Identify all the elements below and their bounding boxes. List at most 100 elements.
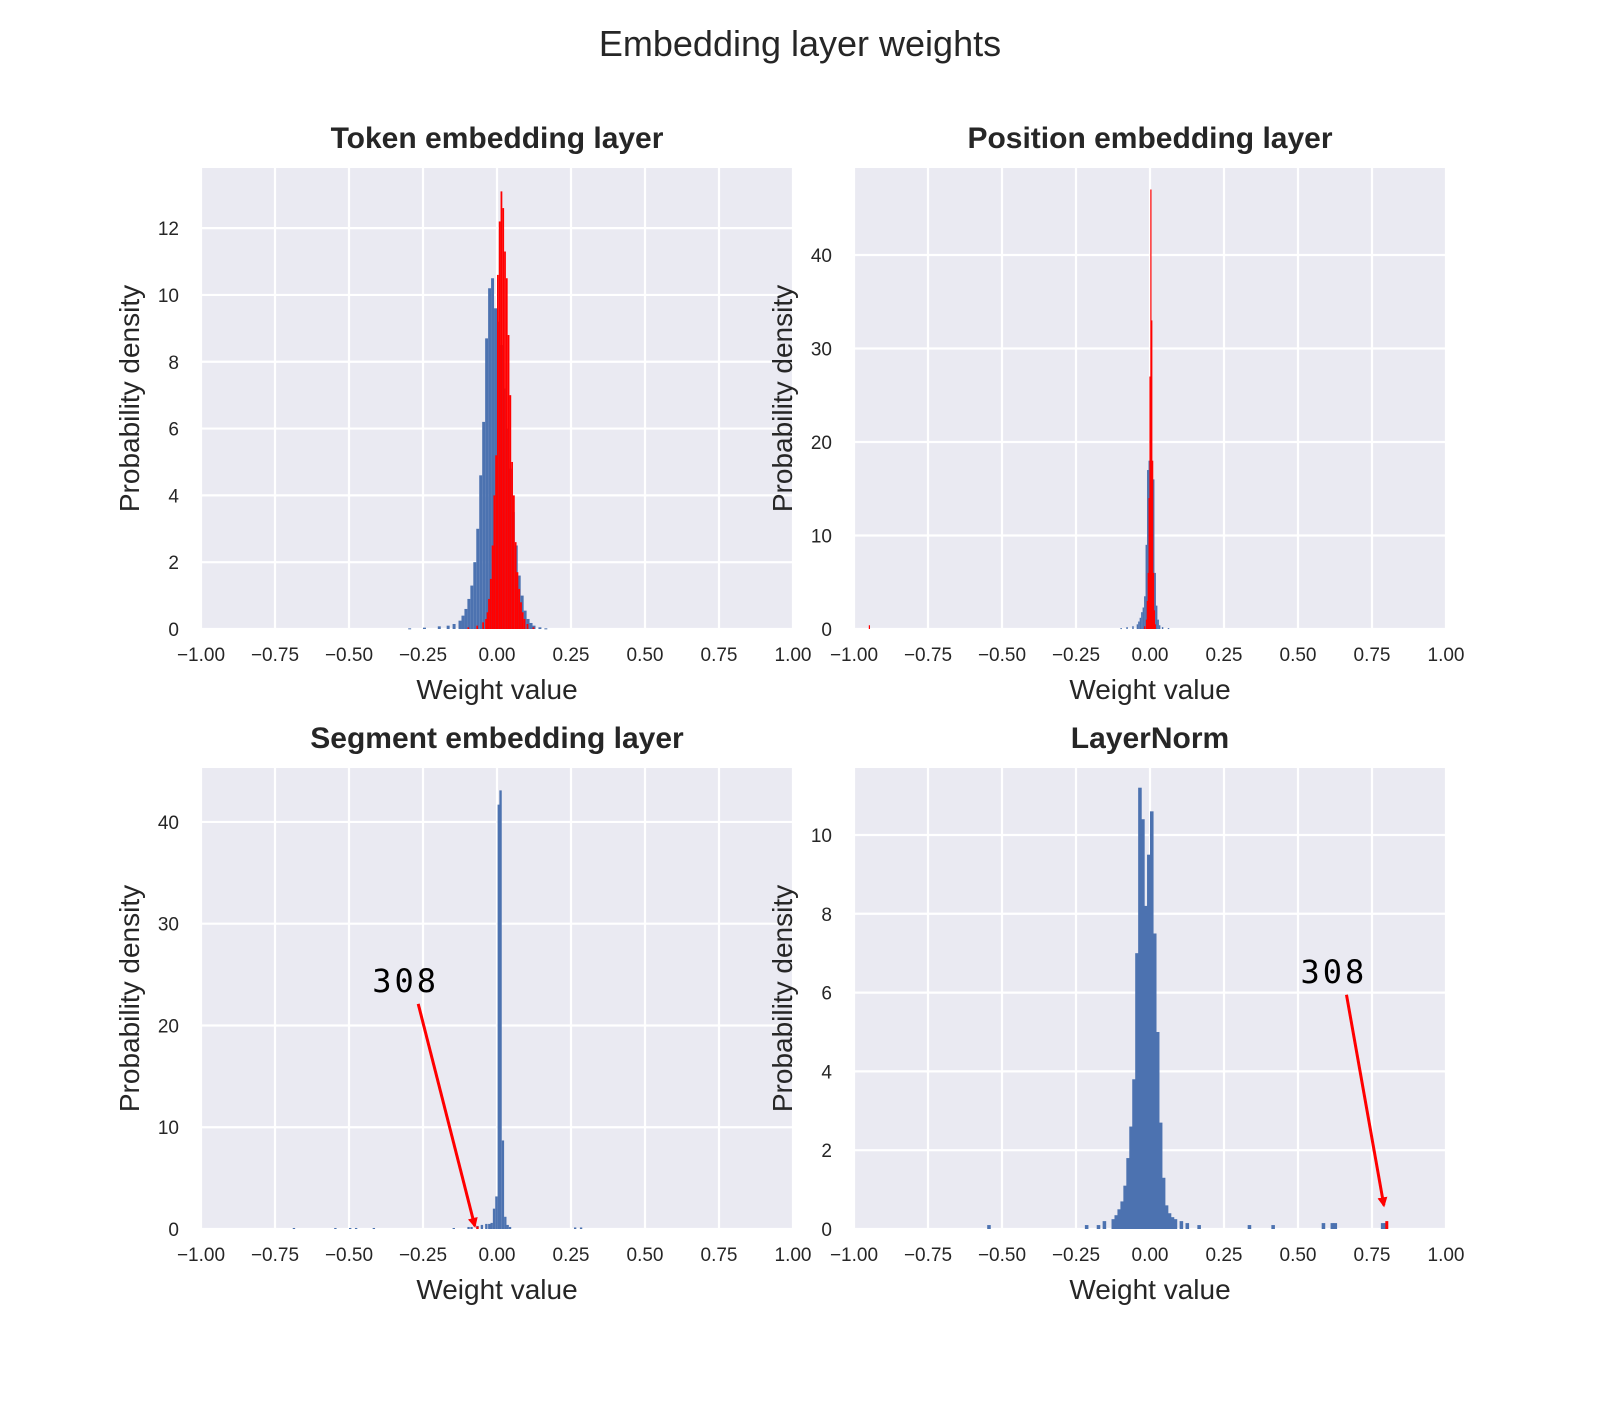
y-tick-label: 8 bbox=[168, 353, 179, 374]
x-tick-label: 0.00 bbox=[479, 645, 516, 666]
x-tick-label: 0.25 bbox=[553, 645, 590, 666]
x-tick-label: 0.75 bbox=[701, 645, 738, 666]
histogram-bar bbox=[1147, 572, 1149, 629]
histogram-bar bbox=[501, 1140, 505, 1229]
histogram-bar bbox=[1164, 1205, 1169, 1229]
histogram-bar bbox=[1157, 619, 1159, 629]
histogram-bar bbox=[514, 542, 517, 629]
histogram-bar bbox=[504, 1216, 507, 1229]
histogram-bar bbox=[1247, 1225, 1252, 1229]
histogram-bar bbox=[1161, 1177, 1166, 1229]
y-tick-label: 10 bbox=[158, 286, 179, 307]
y-axis-label: Probability density bbox=[767, 885, 798, 1112]
histogram-bar bbox=[1158, 625, 1161, 629]
x-tick-label: 0.50 bbox=[627, 645, 664, 666]
histogram-bar bbox=[491, 278, 495, 629]
histogram-bar bbox=[1146, 600, 1148, 629]
histogram-bar bbox=[509, 395, 512, 629]
histogram-bar bbox=[458, 620, 462, 629]
histogram-bar bbox=[464, 608, 468, 629]
x-axis-label: Weight value bbox=[416, 674, 577, 705]
histogram-bar bbox=[437, 626, 441, 629]
histogram-bar bbox=[1114, 1215, 1119, 1229]
histogram-bar bbox=[511, 461, 513, 629]
histogram-bar bbox=[470, 1226, 473, 1229]
histogram-bar bbox=[506, 1224, 509, 1229]
histogram-bar bbox=[476, 1226, 479, 1229]
histogram-bar bbox=[1129, 1126, 1133, 1229]
histogram-bar bbox=[523, 618, 526, 629]
histogram-bar bbox=[452, 1227, 455, 1229]
x-tick-label: −0.50 bbox=[978, 645, 1026, 666]
histogram-bar bbox=[488, 288, 492, 629]
y-tick-label: 2 bbox=[821, 1141, 832, 1162]
histogram-bar bbox=[497, 804, 500, 1229]
histogram-bar bbox=[1155, 605, 1158, 629]
histogram-bar bbox=[868, 625, 870, 629]
y-tick-label: 20 bbox=[158, 1016, 179, 1037]
series-red-position bbox=[868, 189, 1156, 630]
histogram-bar bbox=[1167, 1213, 1172, 1229]
histogram-bar bbox=[467, 598, 471, 629]
histogram-bar bbox=[573, 1227, 577, 1229]
y-tick-label: 2 bbox=[168, 553, 179, 574]
histogram-bar bbox=[492, 1208, 496, 1229]
x-axis-label: Weight value bbox=[416, 1274, 577, 1305]
annotation-label: 308 bbox=[372, 962, 439, 1000]
histogram-bar bbox=[1271, 1225, 1275, 1229]
histogram-bar bbox=[1154, 624, 1156, 629]
x-tick-label: −0.75 bbox=[904, 1245, 952, 1266]
histogram-bar bbox=[1150, 811, 1154, 1229]
histogram-bar bbox=[1120, 628, 1122, 630]
histogram-bar bbox=[518, 588, 521, 629]
histogram-bar bbox=[502, 208, 505, 629]
histogram-bar bbox=[507, 335, 510, 629]
y-tick-label: 40 bbox=[811, 246, 832, 267]
y-tick-label: 0 bbox=[821, 1220, 832, 1241]
x-tick-label: 0.50 bbox=[1280, 645, 1317, 666]
y-tick-label: 12 bbox=[158, 219, 179, 240]
histogram-bar bbox=[476, 528, 480, 629]
histogram-bar bbox=[1117, 1209, 1121, 1229]
histogram-bar bbox=[1170, 1217, 1175, 1229]
histogram-bar bbox=[526, 623, 529, 629]
series-red-segment bbox=[476, 1226, 479, 1229]
histogram-bar bbox=[1185, 1223, 1190, 1229]
histogram-bar bbox=[1161, 627, 1164, 629]
y-axis-label: Probability density bbox=[114, 285, 145, 512]
histogram-bar bbox=[408, 628, 412, 630]
histogram-bar bbox=[479, 475, 483, 629]
histogram-bar bbox=[1141, 819, 1145, 1229]
histogram-bar bbox=[1141, 612, 1143, 629]
y-tick-label: 20 bbox=[811, 433, 832, 454]
histogram-bar bbox=[1136, 624, 1139, 629]
histogram-bar bbox=[1144, 596, 1146, 629]
histogram-bar bbox=[461, 615, 465, 629]
histogram-bar bbox=[1142, 607, 1145, 629]
histogram-bar bbox=[446, 625, 450, 629]
histogram-bar bbox=[349, 1227, 352, 1229]
histogram-bar bbox=[1096, 1225, 1101, 1229]
histogram-bar bbox=[499, 790, 502, 1229]
histogram-bar bbox=[1126, 627, 1128, 629]
histogram-bar bbox=[489, 578, 492, 629]
histogram-bar bbox=[1153, 610, 1156, 629]
x-tick-label: 1.00 bbox=[1428, 1245, 1465, 1266]
y-axis-label: Probability density bbox=[767, 285, 798, 512]
histogram-bar bbox=[1138, 621, 1140, 629]
y-tick-label: 6 bbox=[821, 984, 832, 1005]
subplot-title: Segment embedding layer bbox=[310, 722, 684, 755]
histogram-bar bbox=[485, 618, 487, 629]
x-tick-label: −0.25 bbox=[1052, 645, 1100, 666]
histogram-bar bbox=[1150, 189, 1152, 630]
histogram-bar bbox=[579, 1227, 583, 1229]
subplot-title: Token embedding layer bbox=[331, 122, 664, 155]
histogram-bar bbox=[495, 1196, 498, 1229]
histogram-bar bbox=[488, 598, 490, 629]
x-tick-label: 0.25 bbox=[1206, 645, 1243, 666]
subplot-grid: −1.00 −0.75 −0.50 −0.25 0.00 0.25 0.50 0.75 1.00… bbox=[114, 122, 1464, 1305]
histogram-bar bbox=[1333, 1223, 1338, 1229]
histogram-bar bbox=[1151, 320, 1153, 629]
histogram-bar bbox=[1330, 1223, 1335, 1229]
histogram-bar bbox=[1132, 1079, 1136, 1229]
